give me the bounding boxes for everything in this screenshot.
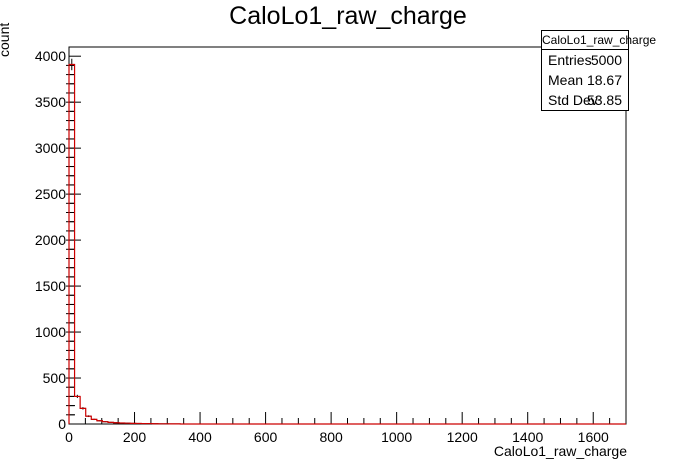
x-tick-label: 200 xyxy=(123,429,147,445)
x-tick-label: 1200 xyxy=(447,429,478,445)
stats-mean-row: Mean 18.67 xyxy=(542,70,628,90)
x-tick-label: 400 xyxy=(188,429,212,445)
x-axis-label: CaloLo1_raw_charge xyxy=(493,443,627,459)
y-tick-label: 500 xyxy=(43,370,67,386)
histogram-line xyxy=(68,63,626,425)
y-tick-label: 3500 xyxy=(35,94,66,110)
y-tick-label: 1500 xyxy=(35,278,66,294)
y-tick-label: 3000 xyxy=(35,140,66,156)
chart-title: CaloLo1_raw_charge xyxy=(229,2,467,30)
y-tick-label: 2500 xyxy=(35,186,66,202)
x-tick-label: 1400 xyxy=(512,429,543,445)
stats-stddev-value: 53.85 xyxy=(586,92,622,108)
stats-entries-value: 5000 xyxy=(590,52,622,68)
stats-mean-label: Mean xyxy=(548,72,584,88)
y-tick-label: 1000 xyxy=(35,324,66,340)
x-tick-label: 0 xyxy=(65,429,73,445)
y-axis-label: count xyxy=(0,22,12,57)
stats-stddev-row: Std Dev 53.85 xyxy=(542,90,628,110)
x-axis-ticks: 0 200 400 600 800 1000 1200 1400 1600 xyxy=(65,412,627,445)
y-tick-label: 2000 xyxy=(35,232,66,248)
stats-entries-row: Entries 5000 xyxy=(542,50,628,70)
stats-title: CaloLo1_raw_charge xyxy=(542,31,656,50)
error-bars xyxy=(66,58,181,425)
x-tick-label: 800 xyxy=(319,429,343,445)
x-tick-label: 600 xyxy=(254,429,278,445)
y-axis-ticks: 0 500 1000 1500 2000 2500 3000 3500 4000 xyxy=(35,46,81,432)
y-tick-label: 0 xyxy=(58,416,66,432)
x-tick-label: 1600 xyxy=(578,429,609,445)
stats-stddev-label: Std Dev xyxy=(548,92,598,108)
y-tick-label: 4000 xyxy=(35,48,66,64)
stats-entries-label: Entries xyxy=(548,52,592,68)
stats-mean-value: 18.67 xyxy=(586,72,622,88)
stats-box: CaloLo1_raw_charge Entries 5000 Mean 18.… xyxy=(541,30,656,111)
x-tick-label: 1000 xyxy=(381,429,412,445)
